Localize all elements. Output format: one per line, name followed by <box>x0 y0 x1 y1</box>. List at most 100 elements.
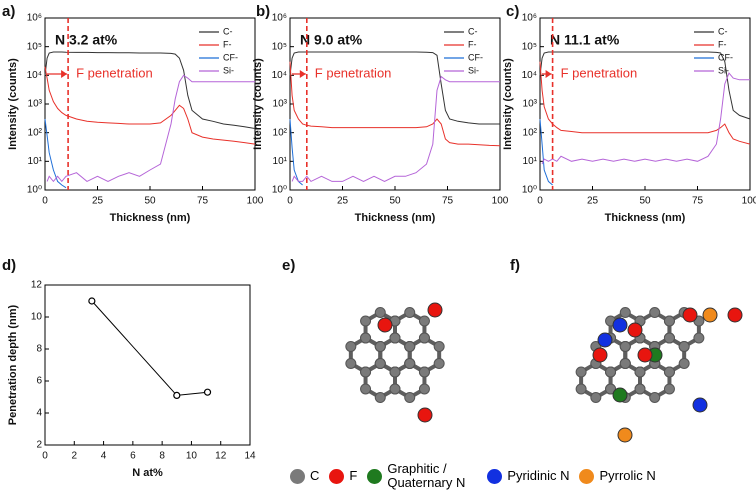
series-line <box>45 119 150 188</box>
legend-label: C <box>310 468 320 483</box>
atom <box>389 383 401 395</box>
panel-label: f) <box>510 257 520 274</box>
y-tick-label: 10³ <box>273 99 288 110</box>
y-tick-label: 10¹ <box>523 156 538 167</box>
legend-swatch <box>290 468 305 484</box>
y-tick-label: 10⁵ <box>522 41 537 52</box>
legend-label: Si- <box>718 65 729 75</box>
x-tick-label: 50 <box>389 196 401 207</box>
y-tick-label: 10⁵ <box>272 41 287 52</box>
molecule-models <box>345 302 743 443</box>
legend-label: F <box>349 468 358 483</box>
y-tick-label: 12 <box>31 280 43 291</box>
atom <box>360 332 372 344</box>
series-line <box>540 119 603 185</box>
legend-label: Si- <box>223 65 234 75</box>
y-tick-label: 10³ <box>523 99 538 110</box>
x-tick-label: 75 <box>197 196 209 207</box>
y-tick-label: 6 <box>36 376 42 387</box>
y-tick-label: 10³ <box>28 99 43 110</box>
annotation-arrowhead <box>545 70 552 78</box>
series-line <box>291 75 500 183</box>
atom <box>575 383 587 395</box>
x-tick-label: 10 <box>186 451 198 462</box>
atom <box>404 307 416 319</box>
x-tick-label: 12 <box>215 451 227 462</box>
y-tick-label: 10⁶ <box>522 13 537 24</box>
panel-label: e) <box>282 257 295 274</box>
annotation: F penetration <box>76 65 153 80</box>
x-tick-label: 6 <box>130 451 136 462</box>
atom <box>377 317 393 333</box>
series-line <box>91 300 208 396</box>
molecule-legend: C F Graphitic / Quaternary N Pyridinic N Pyr… <box>290 458 756 494</box>
atom <box>678 358 690 369</box>
legend-label: Graphitic / Quaternary N <box>387 461 466 490</box>
legend-swatch <box>329 468 345 484</box>
x-tick-label: 14 <box>244 451 256 462</box>
x-axis-title: Thickness (nm) <box>110 212 191 224</box>
atom <box>433 358 445 369</box>
y-tick-label: 10 <box>31 312 43 323</box>
atom <box>619 307 631 319</box>
atom <box>404 357 416 369</box>
atom <box>418 366 430 378</box>
atom <box>678 341 690 353</box>
atom <box>592 347 608 363</box>
atom <box>692 397 708 413</box>
atom <box>663 366 675 378</box>
legend-label: CF- <box>223 52 238 62</box>
atom <box>663 383 675 395</box>
annotation-arrowhead <box>299 70 306 78</box>
atom <box>617 427 633 443</box>
x-axis-title: Thickness (nm) <box>355 212 436 224</box>
y-axis-title: Intensity (counts) <box>502 58 514 150</box>
x-axis-title: Thickness (nm) <box>605 212 686 224</box>
y-tick-label: 10⁵ <box>27 41 42 52</box>
x-tick-label: 0 <box>42 451 48 462</box>
x-tick-label: 0 <box>42 196 48 207</box>
y-tick-label: 10² <box>523 127 538 138</box>
panel-label: a) <box>2 3 15 20</box>
legend-label: F- <box>468 39 477 49</box>
atom <box>612 317 628 333</box>
atom <box>418 315 430 327</box>
atom <box>637 347 653 363</box>
panel-label: c) <box>506 3 519 20</box>
atom <box>619 341 631 353</box>
x-tick-label: 25 <box>337 196 349 207</box>
y-axis-title: Intensity (counts) <box>7 58 19 150</box>
y-tick-label: 10⁰ <box>272 185 287 196</box>
atom <box>404 391 416 403</box>
legend-label: F- <box>718 39 727 49</box>
atom <box>727 307 743 323</box>
plot-frame <box>44 284 251 446</box>
atom <box>663 315 675 327</box>
annotation-arrowhead <box>61 70 68 78</box>
atom <box>605 366 617 378</box>
legend-label: C- <box>223 26 233 36</box>
series-line <box>289 51 500 125</box>
panel-title: N 3.2 at% <box>55 32 118 48</box>
x-tick-label: 75 <box>442 196 454 207</box>
y-tick-label: 8 <box>36 344 42 355</box>
series-line <box>539 51 751 120</box>
x-tick-label: 50 <box>639 196 651 207</box>
y-tick-label: 2 <box>36 440 42 451</box>
atom <box>374 357 386 369</box>
series-line <box>44 51 256 129</box>
y-tick-label: 10² <box>273 127 288 138</box>
y-tick-label: 10² <box>28 127 43 138</box>
series-line <box>539 61 751 145</box>
y-tick-label: 10⁰ <box>27 185 42 196</box>
atom <box>590 391 602 403</box>
y-tick-label: 10⁴ <box>522 70 537 81</box>
atom <box>418 332 430 344</box>
x-tick-label: 75 <box>692 196 704 207</box>
panel-title: N 9.0 at% <box>300 32 363 48</box>
legend-swatch <box>579 468 595 484</box>
point <box>173 391 181 399</box>
atom <box>345 358 357 369</box>
point <box>203 388 212 396</box>
